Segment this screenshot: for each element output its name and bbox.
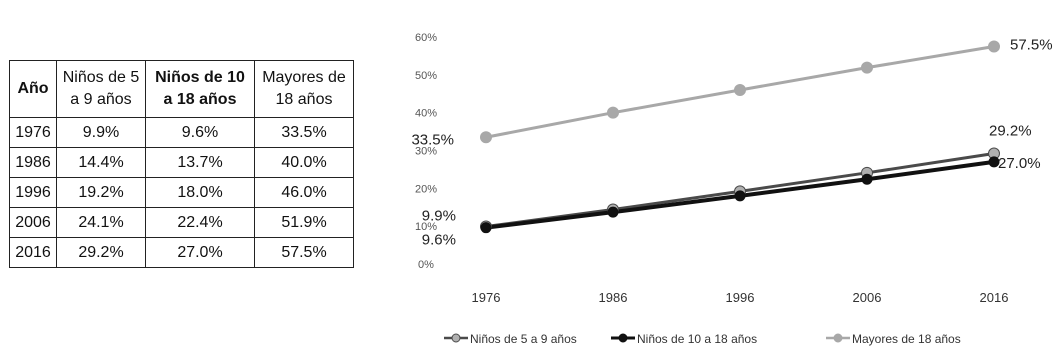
y-tick-label: 0% (418, 259, 434, 271)
table-cell: 22.4% (145, 207, 255, 238)
y-tick-label: 30% (415, 146, 437, 158)
table-header-cell: Año (9, 60, 57, 118)
data-point (607, 106, 619, 119)
x-axis-ticks: 1976 1986 1996 2006 2016 (472, 290, 1009, 305)
data-point (734, 83, 746, 96)
table-cell: 33.5% (254, 117, 354, 148)
table-row: 1976 9.9% 9.6% 33.5% (9, 117, 354, 148)
table-cell: 9.9% (56, 117, 146, 148)
table-cell: 1976 (9, 117, 57, 148)
x-tick-label: 2006 (853, 290, 882, 305)
y-tick-label: 20% (415, 183, 437, 195)
x-tick-label: 1976 (472, 290, 501, 305)
legend-swatch-marker (833, 333, 843, 343)
table-cell: 19.2% (56, 177, 146, 208)
table-cell: 57.5% (254, 237, 354, 268)
legend: Niños de 5 a 9 años Niños de 10 a 18 años… (444, 332, 961, 346)
table-row: 2006 24.1% 22.4% 51.9% (9, 207, 354, 238)
table-cell: 2016 (9, 237, 57, 268)
y-tick-label: 50% (415, 70, 437, 82)
table-header-cell: Mayores de 18 años (254, 60, 354, 118)
table-cell: 14.4% (56, 147, 146, 178)
series-points (480, 40, 1000, 234)
y-tick-label: 60% (415, 32, 437, 44)
x-tick-label: 2016 (980, 290, 1009, 305)
data-labels: 33.5% 57.5% 9.9% 9.6% 29.2% 27.0% (411, 36, 1052, 248)
table-cell: 40.0% (254, 147, 354, 178)
legend-swatch-marker (451, 333, 461, 343)
table-cell: 18.0% (145, 177, 255, 208)
legend-label: Niños de 10 a 18 años (637, 332, 757, 346)
table-body: 1976 9.9% 9.6% 33.5% 1986 14.4% 13.7% 40.0% 1996… (9, 117, 354, 268)
data-point (988, 156, 1000, 168)
legend-label: Niños de 5 a 9 años (470, 332, 577, 346)
table-cell: 24.1% (56, 207, 146, 238)
table-header-cell: Niños de 10 a 18 años (145, 60, 255, 118)
table-cell: 27.0% (145, 237, 255, 268)
data-point (607, 206, 619, 218)
table-cell: 2006 (9, 207, 57, 238)
data-label: 9.6% (422, 232, 456, 249)
line-chart: 0% 10% 20% 30% 40% 50% 60% 1976 1986 1996 2006 201… (411, 32, 1052, 346)
data-point (480, 222, 492, 234)
data-point (988, 40, 1000, 53)
data-label: 33.5% (411, 131, 454, 148)
table-cell: 1986 (9, 147, 57, 178)
x-tick-label: 1986 (599, 290, 628, 305)
table-row: 1986 14.4% 13.7% 40.0% (9, 147, 354, 178)
table-row: 1996 19.2% 18.0% 46.0% (9, 177, 354, 208)
y-axis-ticks: 0% 10% 20% 30% 40% 50% 60% (415, 32, 437, 271)
table-cell: 9.6% (145, 117, 255, 148)
legend-label: Mayores de 18 años (852, 332, 961, 346)
data-point (480, 131, 492, 144)
table-row: 2016 29.2% 27.0% 57.5% (9, 237, 354, 268)
data-label: 27.0% (998, 155, 1041, 172)
table-header-row: Año Niños de 5 a 9 años Niños de 10 a 18 a… (9, 60, 354, 118)
data-point (734, 190, 746, 202)
table-cell: 46.0% (254, 177, 354, 208)
table-header-cell: Niños de 5 a 9 años (56, 60, 146, 118)
table-cell: 1996 (9, 177, 57, 208)
data-label: 29.2% (989, 123, 1032, 140)
y-tick-label: 10% (415, 221, 437, 233)
data-point (861, 61, 873, 74)
data-label: 9.9% (422, 208, 456, 225)
table-cell: 13.7% (145, 147, 255, 178)
data-label: 57.5% (1010, 36, 1053, 53)
y-tick-label: 40% (415, 108, 437, 120)
data-point (861, 173, 873, 185)
table-cell: 29.2% (56, 237, 146, 268)
table-cell: 51.9% (254, 207, 354, 238)
x-tick-label: 1996 (726, 290, 755, 305)
legend-swatch-marker (618, 333, 628, 343)
data-table: Año Niños de 5 a 9 años Niños de 10 a 18 a… (9, 60, 354, 268)
